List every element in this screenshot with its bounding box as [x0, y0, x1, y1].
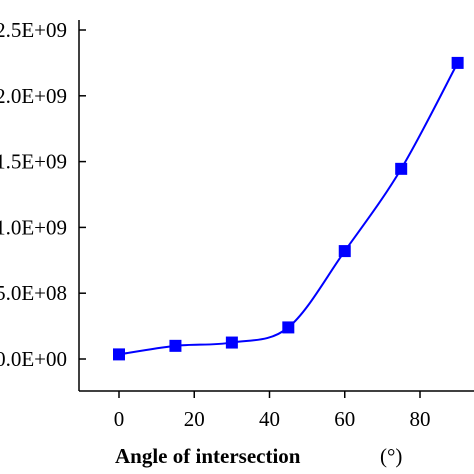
y-tick-label: 2.5E+09: [0, 18, 67, 42]
data-point-marker: [113, 348, 125, 361]
y-tick-label: 0.0E+00: [0, 347, 67, 371]
data-point-marker: [451, 56, 464, 69]
x-axis-title: Angle of intersection: [115, 444, 301, 468]
data-point-marker: [169, 339, 182, 352]
series: [113, 56, 464, 361]
series-line: [118, 62, 459, 356]
y-tick-label: 2.0E+09: [0, 84, 67, 108]
x-ticks: 0 20 40 60 80: [114, 391, 431, 431]
x-axis-unit: (°): [380, 444, 402, 468]
data-point-marker: [225, 336, 238, 349]
y-tick-label: 5.0E+08: [0, 281, 67, 305]
y-tick-label: 1.0E+09: [0, 215, 67, 239]
data-point-marker: [338, 245, 351, 258]
x-tick-label: 40: [259, 407, 280, 431]
data-point-marker: [395, 162, 408, 175]
x-tick-label: 80: [410, 407, 431, 431]
y-tick-label: 1.5E+09: [0, 150, 67, 174]
x-tick-label: 0: [114, 407, 125, 431]
y-ticks: 0.0E+00 5.0E+08 1.0E+09 1.5E+09 2.0E+09 2.5E+…: [0, 18, 86, 371]
data-point-marker: [282, 321, 295, 334]
axis-titles: Angle of intersection (°): [115, 444, 402, 468]
x-tick-label: 60: [334, 407, 355, 431]
axes: [78, 20, 474, 392]
x-tick-label: 20: [184, 407, 205, 431]
